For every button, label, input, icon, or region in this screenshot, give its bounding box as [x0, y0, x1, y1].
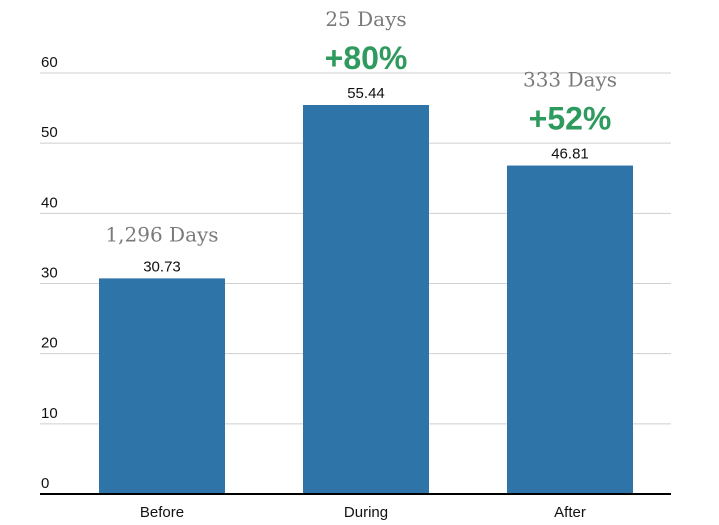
change-label-after: +52% — [529, 101, 612, 137]
duration-label-during: 25 Days — [325, 7, 406, 31]
y-tick-label-0: 0 — [41, 475, 49, 492]
bar-during — [303, 104, 429, 494]
change-label-during: +80% — [325, 40, 408, 76]
bar-before — [99, 278, 225, 494]
y-tick-label-30: 30 — [41, 265, 58, 282]
x-tick-label-before: Before — [140, 504, 184, 521]
bar-annotations: 1,296 Days 25 Days +80% 333 Days +52% — [105, 7, 617, 246]
y-tick-label-60: 60 — [41, 54, 58, 71]
y-tick-label-40: 40 — [41, 194, 58, 211]
y-tick-label-10: 10 — [41, 405, 58, 422]
x-tick-label-after: After — [554, 504, 586, 521]
y-tick-label-20: 20 — [41, 335, 58, 352]
value-label-before: 30.73 — [143, 258, 181, 275]
bar-after — [507, 165, 633, 494]
bars: 30.73 55.44 46.81 — [99, 85, 633, 494]
x-tick-label-during: During — [344, 504, 388, 521]
duration-label-after: 333 Days — [523, 68, 617, 92]
duration-label-before: 1,296 Days — [105, 222, 218, 246]
x-axis-labels: Before During After — [140, 504, 586, 521]
y-tick-label-50: 50 — [41, 124, 58, 141]
value-label-after: 46.81 — [551, 146, 589, 163]
value-label-during: 55.44 — [347, 85, 385, 102]
y-axis-ticks: 0 10 20 30 40 50 60 — [41, 54, 58, 492]
